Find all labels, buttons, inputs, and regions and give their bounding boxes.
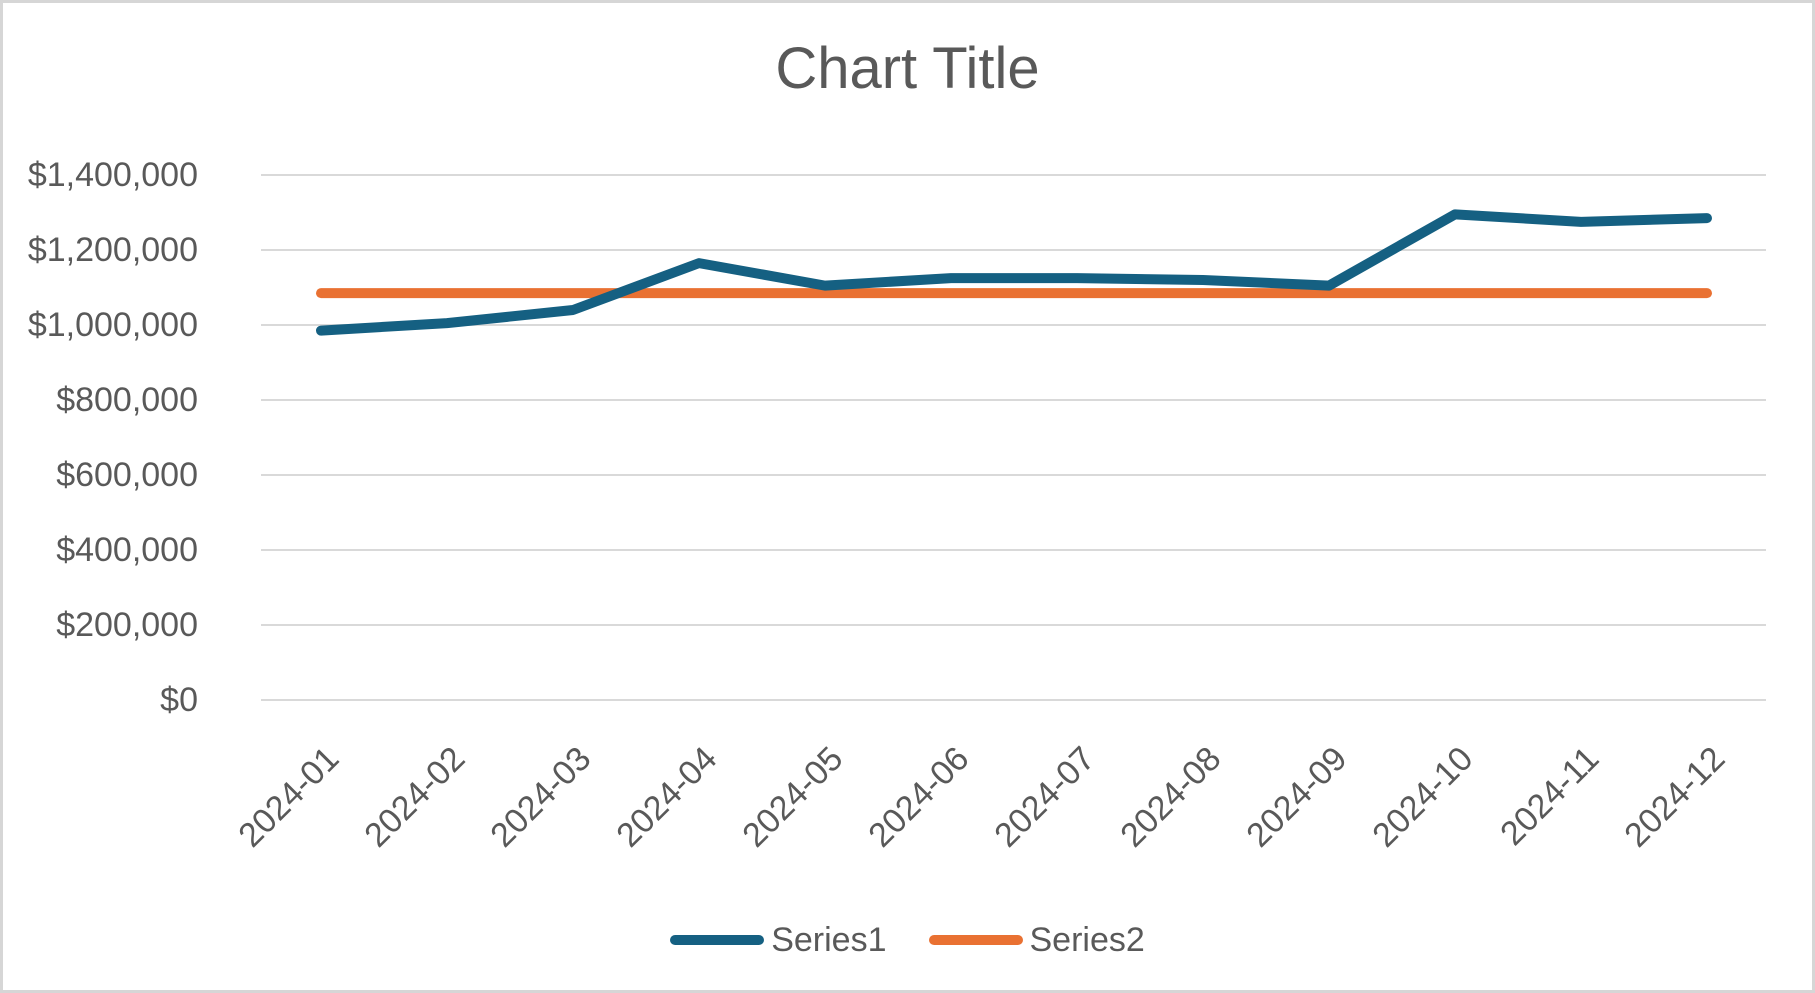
- series1-line: [316, 209, 1712, 336]
- y-axis-tick-label: $1,000,000: [27, 306, 198, 344]
- legend-item-series2: Series2: [928, 920, 1145, 960]
- plot-area: [261, 174, 1766, 701]
- y-axis-tick-label: $400,000: [56, 531, 198, 569]
- chart-legend: Series1 Series2: [3, 920, 1812, 960]
- y-axis-tick-label: $800,000: [56, 381, 198, 419]
- series2-legend-swatch-line: [928, 935, 1023, 945]
- y-axis-tick-label: $600,000: [56, 456, 198, 494]
- y-axis-tick-label: $200,000: [56, 606, 198, 644]
- legend-item-series1: Series1: [670, 920, 887, 960]
- chart-title: Chart Title: [775, 36, 1040, 101]
- legend-label-series1: Series1: [771, 921, 887, 959]
- series1-legend-swatch-line: [670, 935, 765, 945]
- y-axis-tick-label: $1,200,000: [27, 231, 198, 269]
- y-axis-tick-label: $0: [160, 681, 198, 719]
- y-axis-tick-label: $1,400,000: [27, 156, 198, 194]
- legend-label-series2: Series2: [1029, 921, 1145, 959]
